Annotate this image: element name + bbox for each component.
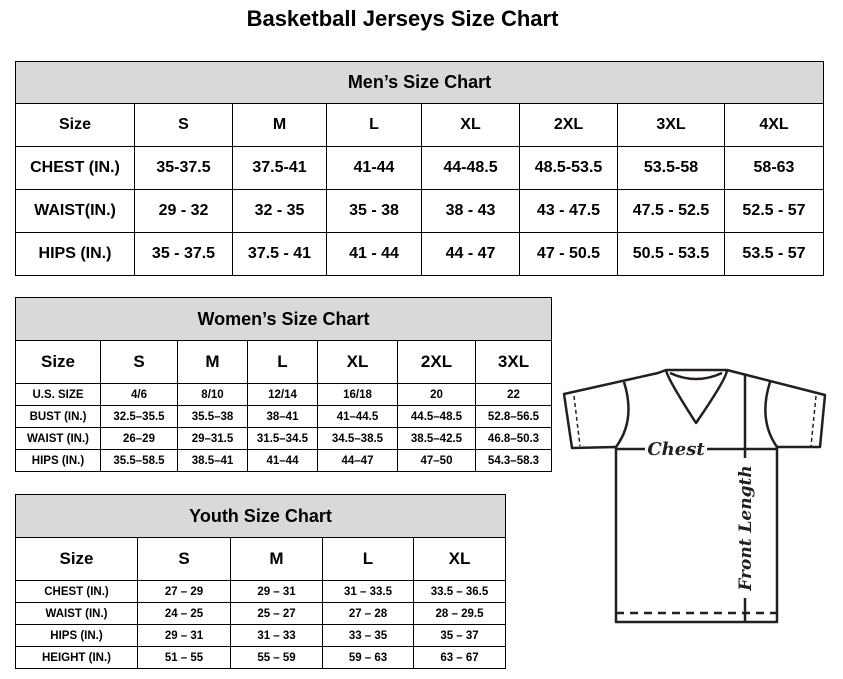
men-cell: 3XL (617, 103, 725, 147)
youth-row-label: Size (15, 537, 138, 581)
women-cell: 29–31.5 (177, 427, 248, 450)
women-cell: 26–29 (100, 427, 178, 450)
youth-cell: 55 – 59 (230, 646, 323, 669)
women-cell: 52.8–56.5 (474, 405, 553, 428)
men-row-label: CHEST (IN.) (15, 146, 135, 190)
men-cell: 44-48.5 (421, 146, 520, 190)
youth-cell: S (137, 537, 231, 581)
men-cell: 2XL (519, 103, 618, 147)
youth-table-title: Youth Size Chart (14, 494, 507, 538)
men-row-label: WAIST(IN.) (15, 189, 135, 233)
men-size-table: Men’s Size Chart Size S M L XL 2XL 3XL 4XL CHEST… (15, 61, 824, 276)
men-cell: 37.5 - 41 (232, 232, 327, 276)
men-cell: 35 - 37.5 (134, 232, 233, 276)
men-row: WAIST(IN.) 29 - 32 32 - 35 35 - 38 38 - 43 43… (15, 189, 824, 233)
men-cell: 53.5 - 57 (724, 232, 824, 276)
chest-label: Chest (647, 439, 705, 460)
men-cell: XL (421, 103, 520, 147)
men-cell: 47 - 50.5 (519, 232, 618, 276)
women-size-table: Women’s Size Chart Size S M L XL 2XL 3XL U.S. S… (14, 297, 553, 472)
men-cell: M (232, 103, 327, 147)
men-cell: 53.5-58 (617, 146, 725, 190)
women-cell: 38.5–42.5 (397, 427, 476, 450)
women-cell: 46.8–50.3 (474, 427, 553, 450)
women-row-label: HIPS (IN.) (15, 449, 101, 472)
women-cell: 34.5–38.5 (317, 427, 398, 450)
women-cell: L (247, 340, 318, 384)
men-cell: S (134, 103, 233, 147)
women-cell: 47–50 (397, 449, 476, 472)
youth-row: CHEST (IN.) 27 – 29 29 – 31 31 – 33.5 33.5 –… (15, 580, 507, 603)
women-cell: 54.3–58.3 (474, 449, 553, 472)
youth-cell: 33.5 – 36.5 (412, 580, 507, 603)
youth-cell: 33 – 35 (322, 624, 414, 647)
youth-cell: 59 – 63 (322, 646, 414, 669)
women-row: Size S M L XL 2XL 3XL (15, 340, 553, 384)
youth-cell: 25 – 27 (230, 602, 323, 625)
youth-size-table: Youth Size Chart Size S M L XL CHEST (IN.) 27 … (14, 494, 507, 669)
youth-cell: M (230, 537, 323, 581)
women-row: HIPS (IN.) 35.5–58.5 38.5–41 41–44 44–47 47–5… (15, 449, 553, 472)
women-row: BUST (IN.) 32.5–35.5 35.5–38 38–41 41–44.5 44… (15, 405, 553, 428)
youth-row: WAIST (IN.) 24 – 25 25 – 27 27 – 28 28 – 29.… (15, 602, 507, 625)
men-row: CHEST (IN.) 35-37.5 37.5-41 41-44 44-48.5 48.… (15, 146, 824, 190)
youth-cell: 29 – 31 (137, 624, 231, 647)
women-row-label: Size (15, 340, 101, 384)
women-row: WAIST (IN.) 26–29 29–31.5 31.5–34.5 34.5–38.… (15, 427, 553, 450)
youth-row-label: HEIGHT (IN.) (15, 646, 138, 669)
youth-cell: XL (412, 537, 507, 581)
youth-cell: 31 – 33 (230, 624, 323, 647)
men-cell: 48.5-53.5 (519, 146, 618, 190)
women-cell: 41–44 (247, 449, 318, 472)
men-cell: 41 - 44 (326, 232, 422, 276)
men-table-title: Men’s Size Chart (15, 61, 824, 104)
youth-cell: 27 – 29 (137, 580, 231, 603)
men-cell: 38 - 43 (421, 189, 520, 233)
youth-cell: L (322, 537, 414, 581)
men-cell: 58-63 (724, 146, 824, 190)
women-row: U.S. SIZE 4/6 8/10 12/14 16/18 20 22 (15, 383, 553, 406)
men-cell: 41-44 (326, 146, 422, 190)
men-row: HIPS (IN.) 35 - 37.5 37.5 - 41 41 - 44 44 - … (15, 232, 824, 276)
men-cell: 43 - 47.5 (519, 189, 618, 233)
men-row-label: HIPS (IN.) (15, 232, 135, 276)
youth-row: Size S M L XL (15, 537, 507, 581)
women-cell: 2XL (397, 340, 476, 384)
youth-row: HEIGHT (IN.) 51 – 55 55 – 59 59 – 63 63 – 67 (15, 646, 507, 669)
youth-cell: 28 – 29.5 (412, 602, 507, 625)
men-cell: 52.5 - 57 (724, 189, 824, 233)
youth-cell: 51 – 55 (137, 646, 231, 669)
women-cell: 35.5–38 (177, 405, 248, 428)
page-title: Basketball Jerseys Size Chart (246, 6, 559, 31)
men-cell: L (326, 103, 422, 147)
women-cell: 44.5–48.5 (397, 405, 476, 428)
women-row-label: BUST (IN.) (15, 405, 101, 428)
youth-cell: 63 – 67 (412, 646, 507, 669)
women-cell: 38.5–41 (177, 449, 248, 472)
youth-cell: 24 – 25 (137, 602, 231, 625)
men-cell: 32 - 35 (232, 189, 327, 233)
jersey-outline-icon (562, 368, 827, 624)
front-length-label: Front Length (736, 465, 756, 591)
men-row: Size S M L XL 2XL 3XL 4XL (15, 103, 824, 147)
men-cell: 35 - 38 (326, 189, 422, 233)
